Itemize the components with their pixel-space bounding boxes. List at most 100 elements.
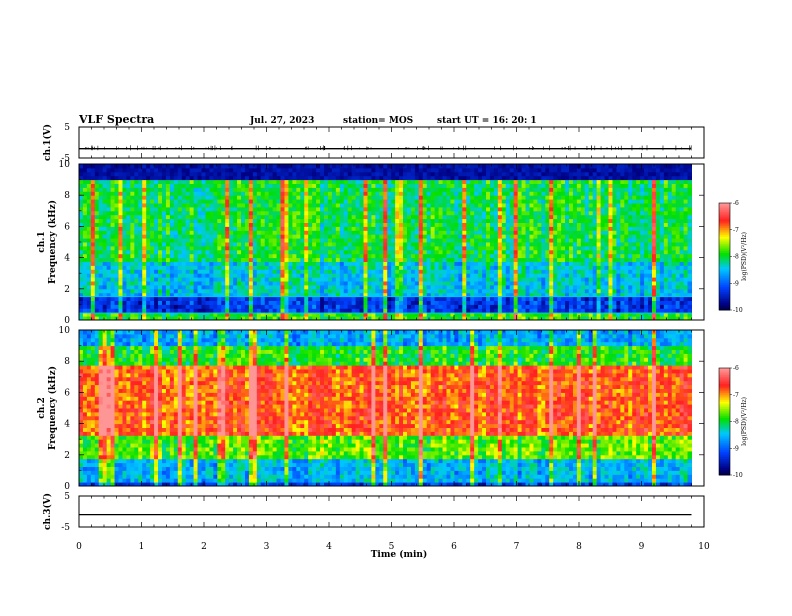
spectrogram-cell — [498, 238, 502, 242]
spectrogram-cell — [439, 250, 443, 254]
spectrogram-cell — [474, 219, 478, 223]
spectrogram-cell — [217, 258, 221, 262]
spectrogram-cell — [87, 289, 91, 293]
spectrogram-cell — [257, 226, 261, 230]
spectrogram-cell — [411, 273, 415, 277]
spectrogram-cell — [269, 281, 273, 285]
spectrogram-cell — [146, 230, 150, 234]
spectrogram-cell — [292, 180, 296, 184]
spectrogram-cell — [458, 207, 462, 211]
spectrogram-cell — [490, 207, 494, 211]
spectrogram-cell — [292, 285, 296, 289]
spectrogram-cell — [182, 219, 186, 223]
spectrogram-cell — [375, 172, 379, 176]
spectrogram-cell — [241, 184, 245, 188]
spectrogram-cell — [506, 226, 510, 230]
spectrogram-cell — [265, 203, 269, 207]
spectrogram-cell — [265, 304, 269, 308]
spectrogram-cell — [529, 226, 533, 230]
spectrogram-cell — [233, 250, 237, 254]
spectrogram-cell — [300, 242, 304, 246]
spectrogram-cell — [265, 269, 269, 273]
spectrogram-cell — [130, 172, 134, 176]
spectrogram-cell — [186, 238, 190, 242]
spectrogram-cell — [506, 211, 510, 215]
spectrogram-cell — [411, 219, 415, 223]
spectrogram-cell — [541, 289, 545, 293]
spectrogram-cell — [482, 164, 486, 168]
spectrogram-cell — [115, 269, 119, 273]
spectrogram-cell — [115, 215, 119, 219]
spectrogram-cell — [225, 258, 229, 262]
spectrogram-cell — [225, 203, 229, 207]
spectrogram-cell — [324, 195, 328, 199]
spectrogram-cell — [241, 308, 245, 312]
spectrogram-cell — [111, 246, 115, 250]
spectrogram-cell — [87, 164, 91, 168]
spectrogram-cell — [320, 301, 324, 305]
spectrogram-cell — [356, 258, 360, 262]
spectrogram-cell — [502, 203, 506, 207]
spectrogram-cell — [439, 258, 443, 262]
spectrogram-cell — [387, 168, 391, 172]
spectrogram-cell — [332, 262, 336, 266]
spectrogram-cell — [221, 172, 225, 176]
spectrogram-cell — [454, 164, 458, 168]
spectrogram-cell — [312, 164, 316, 168]
spectrogram-cell — [340, 219, 344, 223]
spectrogram-cell — [316, 180, 320, 184]
spectrogram-cell — [462, 246, 466, 250]
spectrogram-cell — [482, 238, 486, 242]
spectrogram-cell — [308, 164, 312, 168]
spectrogram-cell — [379, 246, 383, 250]
spectrogram-cell — [134, 195, 138, 199]
spectrogram-cell — [95, 203, 99, 207]
spectrogram-cell — [284, 246, 288, 250]
spectrogram-cell — [233, 199, 237, 203]
spectrogram-cell — [261, 203, 265, 207]
spectrogram-cell — [423, 176, 427, 180]
spectrogram-cell — [221, 265, 225, 269]
spectrogram-cell — [269, 215, 273, 219]
spectrogram-cell — [83, 168, 87, 172]
spectrogram-cell — [533, 211, 537, 215]
spectrogram-cell — [288, 172, 292, 176]
spectrogram-cell — [478, 191, 482, 195]
spectrogram-cell — [186, 180, 190, 184]
spectrogram-cell — [431, 172, 435, 176]
spectrogram-cell — [221, 226, 225, 230]
spectrogram-cell — [435, 199, 439, 203]
spectrogram-cell — [486, 195, 490, 199]
spectrogram-cell — [237, 223, 241, 227]
spectrogram-cell — [296, 172, 300, 176]
spectrogram-cell — [474, 258, 478, 262]
spectrogram-cell — [142, 180, 146, 184]
spectrogram-cell — [482, 219, 486, 223]
spectrogram-cell — [107, 172, 111, 176]
spectrogram-cell — [194, 180, 198, 184]
spectrogram-cell — [142, 265, 146, 269]
spectrogram-cell — [142, 289, 146, 293]
spectrogram-cell — [371, 234, 375, 238]
spectrogram-cell — [490, 187, 494, 191]
spectrogram-cell — [138, 219, 142, 223]
spectrogram-cell — [486, 277, 490, 281]
spectrogram-cell — [443, 203, 447, 207]
spectrogram-cell — [146, 180, 150, 184]
spectrogram-cell — [443, 285, 447, 289]
spectrogram-cell — [95, 262, 99, 266]
spectrogram-cell — [328, 289, 332, 293]
spectrogram-cell — [474, 273, 478, 277]
spectrogram-cell — [202, 285, 206, 289]
spectrogram-cell — [257, 273, 261, 277]
spectrogram-cell — [122, 180, 126, 184]
spectrogram-cell — [245, 258, 249, 262]
spectrogram-cell — [296, 308, 300, 312]
spectrogram-cell — [103, 258, 107, 262]
spectrogram-cell — [198, 242, 202, 246]
spectrogram-cell — [399, 265, 403, 269]
spectrogram-cell — [213, 187, 217, 191]
spectrogram-cell — [158, 246, 162, 250]
spectrogram-cell — [202, 265, 206, 269]
spectrogram-cell — [324, 262, 328, 266]
